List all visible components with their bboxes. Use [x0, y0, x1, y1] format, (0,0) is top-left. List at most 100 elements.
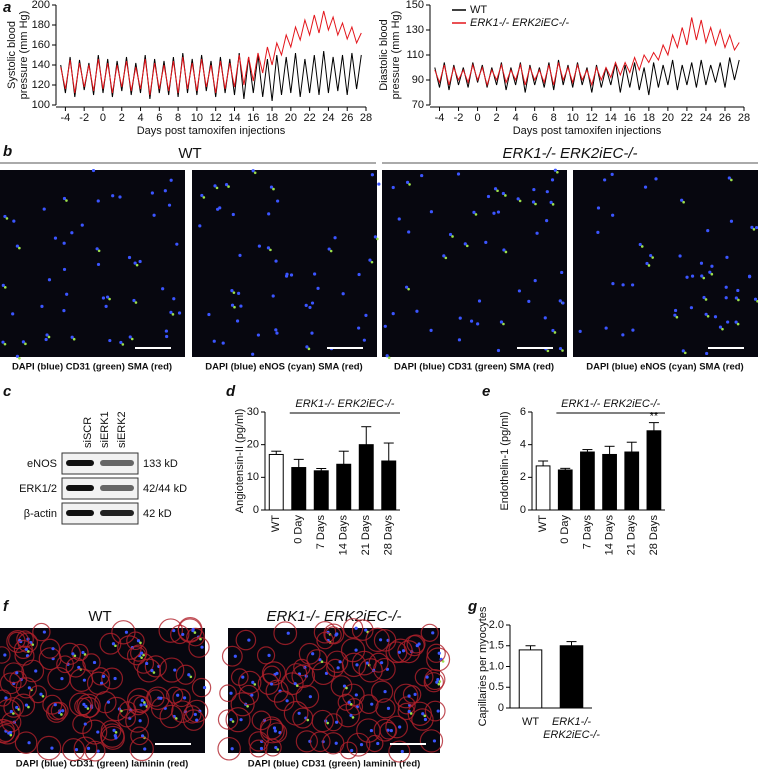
nucleus — [680, 198, 684, 202]
x-tick-label: 4 — [513, 112, 519, 124]
vessel — [232, 291, 236, 294]
cell-outline — [133, 653, 155, 674]
x-tick-label: 28 Days — [383, 515, 395, 556]
bar — [559, 645, 584, 709]
x-tick-label: 0 — [475, 112, 481, 124]
cell-outline — [341, 652, 367, 678]
band — [66, 460, 94, 466]
vessel — [60, 713, 63, 716]
band — [100, 485, 134, 491]
nucleus — [96, 749, 100, 753]
nucleus — [118, 195, 122, 199]
cell-outline — [283, 700, 309, 726]
nucleus — [272, 726, 277, 730]
cell-outline — [84, 740, 106, 762]
nucleus — [673, 308, 678, 313]
cell-outline — [273, 621, 298, 646]
cell-outline — [171, 700, 194, 723]
vessel — [114, 644, 117, 648]
cell-outline — [325, 650, 349, 674]
nucleus — [140, 698, 144, 702]
nucleus — [191, 628, 195, 633]
nucleus — [415, 644, 419, 648]
nucleus — [376, 741, 380, 746]
vessel — [9, 733, 13, 737]
y-axis-label: Diastolic blood — [378, 19, 390, 91]
cell-outline — [185, 699, 209, 723]
cell-outline — [217, 709, 239, 730]
vessel — [12, 712, 15, 715]
y-tick-label: 180 — [32, 19, 50, 31]
vessel — [231, 720, 235, 723]
nucleus — [47, 278, 52, 282]
cell-outline — [337, 693, 355, 711]
nucleus — [50, 746, 54, 750]
cell-outline — [91, 667, 110, 686]
x-tick-label: -4 — [435, 112, 445, 124]
nucleus — [91, 168, 96, 173]
nucleus — [643, 185, 648, 189]
nucleus — [727, 176, 731, 180]
nucleus — [383, 690, 387, 694]
nucleus — [553, 168, 557, 172]
nucleus — [324, 671, 329, 675]
panel-label: b — [3, 143, 12, 160]
x-tick-label: 20 — [285, 112, 297, 124]
vessel — [736, 322, 740, 326]
bar — [336, 463, 352, 511]
cell-outline — [47, 701, 67, 721]
nucleus — [96, 199, 100, 203]
nucleus — [111, 642, 116, 646]
cell-outline — [324, 713, 343, 732]
cell-outline — [100, 723, 125, 748]
nucleus — [198, 224, 202, 228]
cell-outline — [419, 729, 444, 753]
vessel — [135, 263, 139, 267]
nucleus — [15, 671, 19, 675]
x-tick-label: 16 — [624, 112, 636, 124]
cell-outline — [111, 620, 136, 645]
vessel — [193, 631, 197, 634]
cell-outline — [366, 734, 384, 753]
nucleus — [718, 325, 723, 329]
vessel — [5, 217, 9, 220]
cell-outline — [13, 639, 33, 659]
cell-outline — [32, 622, 51, 642]
bar — [518, 649, 543, 709]
vessel — [202, 196, 206, 199]
nucleus — [336, 666, 340, 670]
cell-outline — [0, 720, 20, 745]
x-tick-label: 28 — [738, 112, 750, 124]
nucleus — [429, 328, 433, 332]
nucleus — [429, 210, 434, 214]
nucleus — [176, 693, 180, 697]
nucleus — [304, 303, 308, 307]
nucleus — [213, 184, 217, 188]
blot-size: 42 kD — [143, 508, 172, 520]
vessel — [27, 650, 30, 653]
cell-outline — [117, 708, 137, 728]
vessel — [706, 315, 710, 318]
x-tick-label: 0 — [100, 112, 106, 124]
nucleus — [379, 638, 383, 642]
nucleus — [276, 199, 280, 203]
cell-outline — [257, 673, 280, 695]
cell-outline — [379, 721, 398, 740]
nucleus — [364, 313, 368, 317]
nucleus — [152, 213, 156, 217]
nucleus — [40, 304, 44, 308]
nucleus — [710, 264, 714, 268]
vessel — [496, 189, 499, 193]
nucleus — [349, 713, 353, 718]
vessel — [189, 675, 193, 679]
micrograph — [382, 170, 567, 357]
nucleus — [638, 242, 642, 247]
nucleus — [136, 639, 141, 643]
nucleus — [237, 291, 241, 295]
cell-outline — [426, 647, 451, 672]
nucleus — [62, 309, 66, 313]
cell-outline — [73, 736, 98, 761]
nucleus — [74, 748, 79, 752]
nucleus — [275, 331, 279, 335]
nucleus — [549, 200, 553, 204]
